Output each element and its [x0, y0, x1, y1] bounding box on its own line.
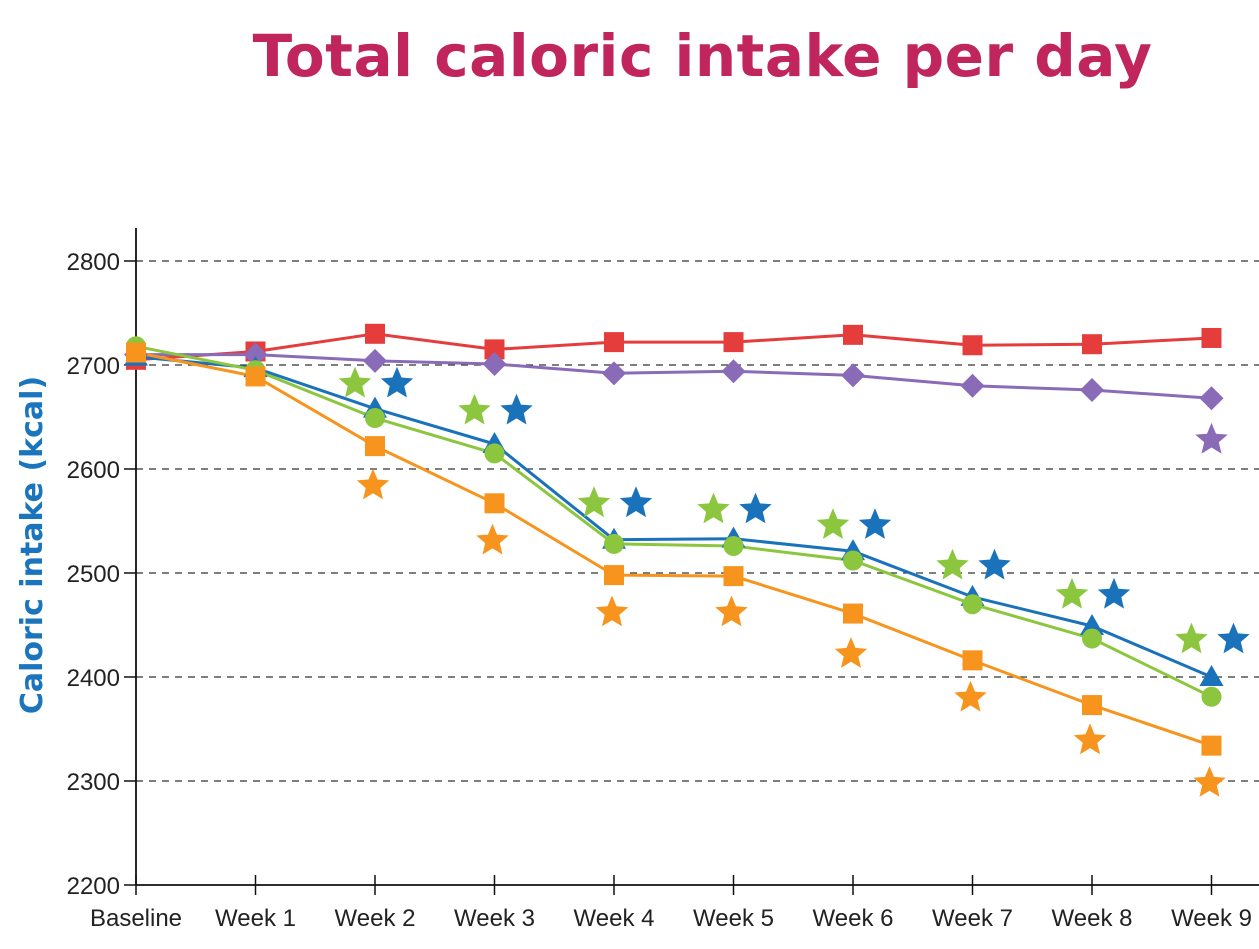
y-tick-label: 2300 — [67, 769, 120, 796]
significance-star — [1193, 766, 1226, 797]
data-point-triangle — [1199, 665, 1224, 686]
data-point-square — [1201, 327, 1222, 348]
significance-star — [858, 508, 892, 539]
data-point-diamond — [721, 359, 746, 384]
series-lines — [135, 332, 1213, 748]
data-point-diamond — [602, 361, 626, 386]
data-point-triangle — [1080, 614, 1104, 636]
series-line-triangle — [135, 355, 1213, 679]
significance-stars — [338, 366, 1250, 797]
significance-star — [697, 492, 730, 524]
data-point-square — [484, 493, 505, 514]
significance-star — [458, 393, 491, 425]
significance-star — [595, 595, 629, 627]
data-point-square — [365, 436, 385, 457]
data-point-diamond — [960, 373, 985, 398]
series-line-circle — [135, 344, 1213, 699]
significance-star — [936, 548, 969, 580]
x-tick-label: Week 8 — [1052, 905, 1133, 932]
significance-star — [739, 492, 772, 524]
chart-title: Total caloric intake per day — [252, 22, 1153, 90]
data-point-circle — [1201, 686, 1222, 707]
x-tick-label: Week 3 — [454, 905, 535, 932]
data-point-circle — [604, 533, 624, 554]
y-tick-label: 2400 — [67, 665, 120, 692]
data-point-circle — [843, 550, 863, 571]
data-point-diamond — [1080, 377, 1104, 402]
series-line-diamond — [136, 353, 1212, 400]
x-tick-label: Week 5 — [693, 905, 774, 932]
x-tick-label: Week 4 — [574, 905, 655, 932]
data-point-square — [1201, 735, 1222, 756]
significance-star — [816, 508, 850, 539]
data-point-diamond — [243, 342, 268, 367]
data-point-square — [723, 566, 744, 587]
y-tick-labels: 2200 2300 2400 2500 2600 2700 2800 — [67, 249, 120, 900]
significance-star — [577, 486, 611, 518]
significance-star — [380, 366, 414, 398]
axes — [124, 228, 1259, 895]
x-tick-label: Week 7 — [932, 905, 1013, 932]
y-tick-label: 2200 — [67, 873, 120, 900]
significance-star — [356, 468, 390, 500]
significance-star — [1073, 723, 1107, 755]
data-point-circle — [484, 443, 505, 464]
significance-star — [1055, 577, 1089, 609]
y-axis-label: Caloric intake (kcal) — [15, 376, 50, 714]
significance-star — [619, 486, 653, 518]
data-point-diamond — [363, 348, 387, 373]
y-tick-label: 2800 — [67, 249, 120, 276]
grid-lines — [136, 260, 1259, 782]
y-tick-label: 2700 — [67, 353, 120, 380]
significance-star — [954, 680, 987, 712]
x-tick-label: Week 9 — [1171, 905, 1252, 932]
significance-star — [1217, 622, 1250, 654]
data-point-square — [1082, 334, 1102, 355]
data-point-square — [245, 366, 266, 387]
data-point-circle — [962, 594, 983, 615]
x-tick-labels: Baseline Week 1 Week 2 Week 3 Week 4 Week 5 We… — [90, 905, 1252, 932]
significance-star — [978, 548, 1011, 580]
data-point-square — [126, 342, 146, 363]
data-point-square — [843, 603, 863, 624]
y-tick-label: 2600 — [67, 457, 120, 484]
data-point-circle — [365, 408, 385, 429]
x-tick-label: Week 1 — [215, 905, 296, 932]
y-tick-label: 2500 — [67, 561, 120, 588]
data-point-square — [723, 332, 744, 353]
series-markers — [124, 323, 1224, 756]
series-line-square — [135, 332, 1212, 362]
data-point-square — [962, 650, 983, 671]
data-point-diamond — [841, 363, 865, 388]
significance-star — [1175, 622, 1208, 654]
data-point-square — [962, 335, 983, 356]
x-tick-label: Week 2 — [335, 905, 416, 932]
x-tick-label: Week 6 — [813, 905, 894, 932]
data-point-square — [604, 565, 624, 586]
significance-star — [715, 595, 748, 627]
significance-star — [500, 393, 533, 425]
significance-star — [1195, 422, 1228, 454]
data-point-circle — [723, 535, 744, 556]
data-point-square — [484, 339, 505, 360]
data-point-diamond — [482, 351, 507, 376]
data-point-square — [365, 323, 385, 344]
series-line-square — [135, 351, 1212, 748]
x-tick-label: Baseline — [90, 905, 182, 932]
data-point-square — [604, 332, 624, 353]
significance-star — [834, 637, 868, 668]
data-point-square — [843, 324, 863, 345]
significance-star — [1097, 577, 1131, 609]
data-point-square — [1082, 695, 1102, 716]
significance-star — [476, 523, 509, 555]
data-point-circle — [1082, 628, 1102, 649]
significance-star — [338, 366, 372, 398]
data-point-diamond — [1199, 386, 1224, 411]
